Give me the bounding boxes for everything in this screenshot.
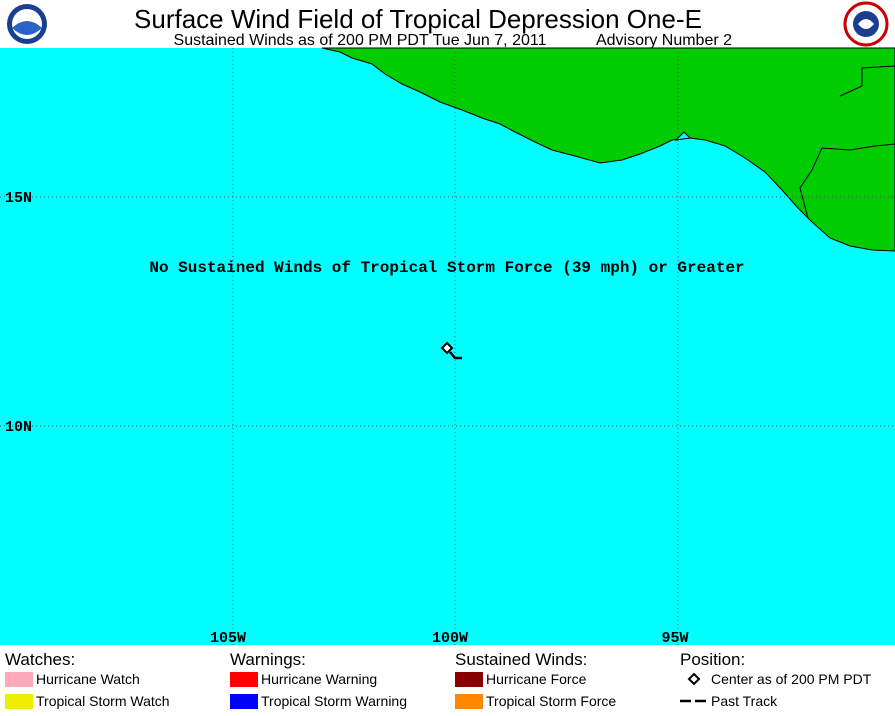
legend: Watches: Hurricane Watch Tropical Storm Wa… — [5, 650, 872, 709]
lagoon — [674, 131, 692, 141]
legend-item: Tropical Storm Force — [486, 693, 616, 709]
map: 15N 10N 105W 100W 95W No Sustained Winds… — [0, 47, 895, 647]
subtitle: Sustained Winds as of 200 PM PDT Tue Jun… — [174, 32, 547, 49]
legend-diamond — [687, 672, 701, 686]
legend-item: Hurricane Warning — [261, 671, 377, 687]
lon-label: 105W — [210, 630, 246, 647]
lat-label: 10N — [5, 419, 32, 436]
legend-swatch — [230, 694, 258, 709]
legend-heading: Warnings: — [230, 650, 306, 669]
past-track — [449, 351, 462, 360]
legend-swatch — [5, 694, 33, 709]
legend-item: Tropical Storm Warning — [261, 693, 407, 709]
lon-label: 100W — [432, 630, 468, 647]
message: No Sustained Winds of Tropical Storm For… — [149, 259, 744, 277]
border — [799, 143, 895, 219]
legend-swatch — [455, 672, 483, 687]
legend-swatch — [5, 672, 33, 687]
advisory: Advisory Number 2 — [596, 32, 732, 49]
legend-heading: Watches: — [5, 650, 75, 669]
lat-label: 15N — [5, 190, 32, 207]
title: Surface Wind Field of Tropical Depressio… — [134, 4, 702, 34]
legend-item: Hurricane Watch — [36, 671, 140, 687]
legend-swatch — [230, 672, 258, 687]
storm-center — [440, 341, 454, 355]
noaa-logo — [7, 4, 47, 44]
nws-logo — [843, 1, 889, 47]
legend-swatch — [455, 694, 483, 709]
legend-item: Hurricane Force — [486, 671, 587, 687]
border — [839, 65, 895, 97]
land — [321, 47, 895, 252]
legend-item: Past Track — [711, 693, 778, 709]
legend-heading: Sustained Winds: — [455, 650, 587, 669]
legend-heading: Position: — [680, 650, 745, 669]
legend-item: Tropical Storm Watch — [36, 693, 170, 709]
legend-item: Center as of 200 PM PDT — [711, 671, 872, 687]
lon-label: 95W — [661, 630, 688, 647]
